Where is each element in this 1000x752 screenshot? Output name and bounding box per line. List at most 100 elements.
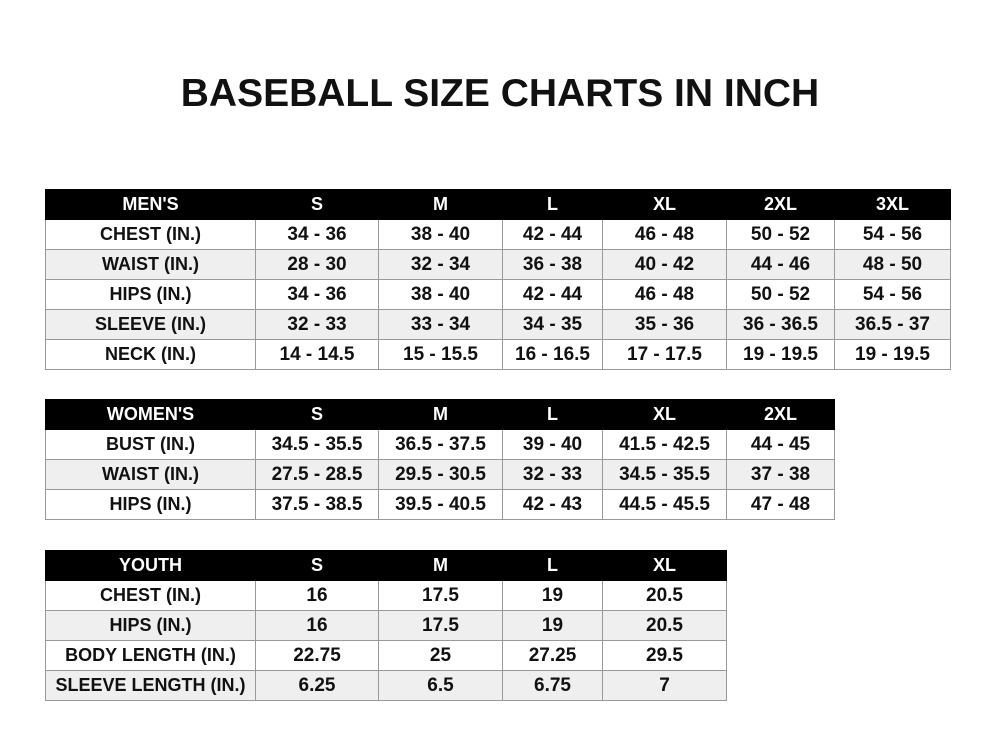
size-header: XL [602, 550, 727, 581]
size-value: 15 - 15.5 [378, 339, 503, 370]
table-row: WAIST (IN.) 28 - 30 32 - 34 36 - 38 40 - 42 4… [45, 249, 951, 280]
table-row: SLEEVE LENGTH (IN.) 6.25 6.5 6.75 7 [45, 670, 727, 701]
size-value: 22.75 [255, 640, 379, 671]
size-value: 27.25 [502, 640, 603, 671]
size-value: 28 - 30 [255, 249, 379, 280]
size-value: 41.5 - 42.5 [602, 429, 727, 460]
size-value: 50 - 52 [726, 219, 835, 250]
youth-size-table: YOUTH S M L XL CHEST (IN.) 16 17.5 19 20.5 HIPS (I… [45, 550, 727, 701]
size-value: 46 - 48 [602, 219, 727, 250]
size-header: 3XL [834, 189, 951, 220]
measurement-label: NECK (IN.) [45, 339, 256, 370]
measurement-label: CHEST (IN.) [45, 580, 256, 611]
measurement-label: WAIST (IN.) [45, 249, 256, 280]
size-value: 29.5 - 30.5 [378, 459, 503, 490]
measurement-label: SLEEVE (IN.) [45, 309, 256, 340]
size-value: 17 - 17.5 [602, 339, 727, 370]
table-row: BUST (IN.) 34.5 - 35.5 36.5 - 37.5 39 - 40 4… [45, 429, 835, 460]
mens-size-table: MEN'S S M L XL 2XL 3XL CHEST (IN.) 34 - 36 38 - 4… [45, 189, 951, 370]
size-value: 20.5 [602, 610, 727, 641]
size-header: S [255, 399, 379, 430]
measurement-label: BUST (IN.) [45, 429, 256, 460]
size-value: 54 - 56 [834, 279, 951, 310]
size-value: 17.5 [378, 610, 503, 641]
size-value: 6.5 [378, 670, 503, 701]
size-header: M [378, 399, 503, 430]
table-row: BODY LENGTH (IN.) 22.75 25 27.25 29.5 [45, 640, 727, 671]
table-row: HIPS (IN.) 37.5 - 38.5 39.5 - 40.5 42 - 43 4… [45, 489, 835, 520]
size-header: 2XL [726, 399, 835, 430]
size-value: 47 - 48 [726, 489, 835, 520]
measurement-label: SLEEVE LENGTH (IN.) [45, 670, 256, 701]
size-value: 36 - 36.5 [726, 309, 835, 340]
category-header: MEN'S [45, 189, 256, 220]
size-header: L [502, 189, 603, 220]
size-value: 34.5 - 35.5 [255, 429, 379, 460]
size-value: 16 [255, 580, 379, 611]
size-value: 34 - 36 [255, 219, 379, 250]
size-value: 19 [502, 610, 603, 641]
size-value: 17.5 [378, 580, 503, 611]
size-value: 37 - 38 [726, 459, 835, 490]
size-value: 7 [602, 670, 727, 701]
size-value: 44 - 45 [726, 429, 835, 460]
size-value: 48 - 50 [834, 249, 951, 280]
table-row: CHEST (IN.) 34 - 36 38 - 40 42 - 44 46 - 48 5… [45, 219, 951, 250]
size-value: 46 - 48 [602, 279, 727, 310]
size-header: 2XL [726, 189, 835, 220]
size-value: 19 - 19.5 [834, 339, 951, 370]
size-value: 19 - 19.5 [726, 339, 835, 370]
size-value: 42 - 43 [502, 489, 603, 520]
size-value: 37.5 - 38.5 [255, 489, 379, 520]
measurement-label: HIPS (IN.) [45, 610, 256, 641]
size-header: L [502, 399, 603, 430]
size-value: 39 - 40 [502, 429, 603, 460]
category-header: WOMEN'S [45, 399, 256, 430]
size-value: 6.25 [255, 670, 379, 701]
measurement-label: HIPS (IN.) [45, 489, 256, 520]
size-value: 54 - 56 [834, 219, 951, 250]
size-header: M [378, 550, 503, 581]
size-value: 40 - 42 [602, 249, 727, 280]
category-header: YOUTH [45, 550, 256, 581]
size-value: 42 - 44 [502, 219, 603, 250]
size-value: 38 - 40 [378, 279, 503, 310]
size-value: 34 - 35 [502, 309, 603, 340]
size-value: 50 - 52 [726, 279, 835, 310]
size-value: 36.5 - 37.5 [378, 429, 503, 460]
size-value: 34.5 - 35.5 [602, 459, 727, 490]
table-header-row: YOUTH S M L XL [45, 550, 727, 581]
size-value: 32 - 33 [502, 459, 603, 490]
measurement-label: BODY LENGTH (IN.) [45, 640, 256, 671]
table-row: HIPS (IN.) 16 17.5 19 20.5 [45, 610, 727, 641]
size-value: 36 - 38 [502, 249, 603, 280]
table-header-row: WOMEN'S S M L XL 2XL [45, 399, 835, 430]
measurement-label: CHEST (IN.) [45, 219, 256, 250]
measurement-label: WAIST (IN.) [45, 459, 256, 490]
size-value: 16 [255, 610, 379, 641]
size-value: 29.5 [602, 640, 727, 671]
size-header: L [502, 550, 603, 581]
size-header: M [378, 189, 503, 220]
size-value: 6.75 [502, 670, 603, 701]
size-value: 42 - 44 [502, 279, 603, 310]
size-header: XL [602, 189, 727, 220]
size-value: 44 - 46 [726, 249, 835, 280]
table-row: SLEEVE (IN.) 32 - 33 33 - 34 34 - 35 35 - 36… [45, 309, 951, 340]
womens-size-table: WOMEN'S S M L XL 2XL BUST (IN.) 34.5 - 35.5 36.5… [45, 399, 835, 520]
size-value: 39.5 - 40.5 [378, 489, 503, 520]
size-value: 33 - 34 [378, 309, 503, 340]
size-header: XL [602, 399, 727, 430]
size-value: 34 - 36 [255, 279, 379, 310]
size-value: 38 - 40 [378, 219, 503, 250]
size-value: 25 [378, 640, 503, 671]
size-value: 32 - 33 [255, 309, 379, 340]
size-header: S [255, 550, 379, 581]
size-value: 36.5 - 37 [834, 309, 951, 340]
size-value: 14 - 14.5 [255, 339, 379, 370]
size-value: 16 - 16.5 [502, 339, 603, 370]
measurement-label: HIPS (IN.) [45, 279, 256, 310]
size-value: 20.5 [602, 580, 727, 611]
size-value: 35 - 36 [602, 309, 727, 340]
table-header-row: MEN'S S M L XL 2XL 3XL [45, 189, 951, 220]
